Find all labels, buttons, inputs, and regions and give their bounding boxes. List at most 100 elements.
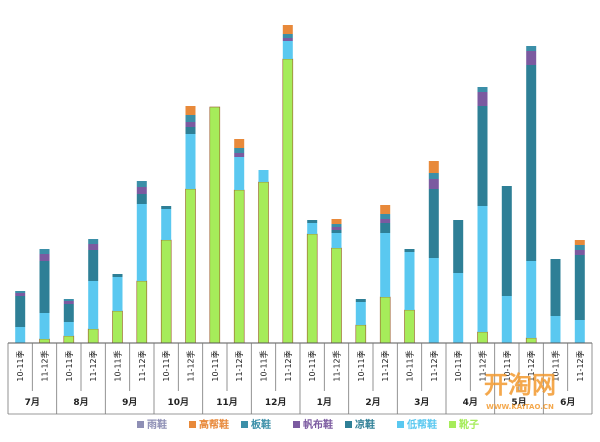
bar-segment bbox=[39, 254, 50, 261]
bar-segment bbox=[282, 34, 293, 38]
bar-segment bbox=[282, 41, 293, 59]
bar-segment bbox=[404, 249, 415, 252]
watermark: 开淘网 WWW.KAITAO.CN bbox=[484, 371, 556, 411]
legend-label: 板鞋 bbox=[251, 418, 271, 431]
bar-segment bbox=[428, 179, 439, 189]
bar-segment bbox=[185, 188, 196, 344]
month-label: 7月 bbox=[25, 397, 40, 408]
bar-segment bbox=[428, 161, 439, 173]
category-tick-label: 10-11季 bbox=[356, 350, 366, 381]
bar-segment bbox=[160, 239, 172, 344]
bar-segment bbox=[234, 139, 245, 148]
month-label: 10月 bbox=[168, 397, 190, 408]
month-label: 1月 bbox=[317, 397, 332, 408]
month-label: 12月 bbox=[265, 397, 287, 408]
bar-segment bbox=[161, 206, 172, 209]
bar-segment bbox=[501, 296, 512, 343]
bar-segment bbox=[477, 106, 488, 206]
category-tick-label: 11-12季 bbox=[234, 350, 244, 381]
bar-segment bbox=[136, 194, 147, 204]
legend-label: 雨鞋 bbox=[147, 418, 167, 431]
bar-segment bbox=[88, 244, 99, 250]
category-tick-label: 10-11季 bbox=[15, 350, 25, 381]
category-tick-label: 11-12季 bbox=[429, 350, 439, 381]
bar-segment bbox=[380, 205, 391, 214]
legend-swatch bbox=[241, 421, 248, 428]
legend: 雨鞋 高帮鞋 板鞋 帆布鞋 凉鞋 低帮鞋 靴子 bbox=[137, 418, 479, 431]
month-label: 2月 bbox=[365, 397, 380, 408]
legend-swatch bbox=[189, 421, 196, 428]
category-tick-label: 11-12季 bbox=[283, 350, 293, 381]
bar-segment bbox=[574, 250, 585, 255]
bar-segment bbox=[87, 328, 99, 344]
bar-segment bbox=[306, 233, 318, 344]
bar-segment bbox=[258, 170, 269, 182]
bar-segment bbox=[428, 258, 439, 343]
category-tick-label: 10-11季 bbox=[502, 350, 512, 381]
bar-segment bbox=[574, 255, 585, 320]
month-label: 8月 bbox=[73, 397, 88, 408]
bar-segment bbox=[526, 65, 537, 261]
bar-segment bbox=[477, 92, 488, 106]
legend-label: 靴子 bbox=[459, 418, 479, 431]
bar-segment bbox=[39, 261, 50, 313]
bar-segment bbox=[112, 277, 123, 311]
bar-segment bbox=[574, 320, 585, 343]
bar-segment bbox=[63, 301, 74, 304]
bar-segment bbox=[477, 87, 488, 92]
category-tick-label: 10-11季 bbox=[113, 350, 123, 381]
month-label: 9月 bbox=[122, 397, 137, 408]
category-tick-label: 11-12季 bbox=[186, 350, 196, 381]
bar-segment bbox=[331, 247, 342, 344]
bar-segment bbox=[428, 173, 439, 179]
category-tick-label: 11-12季 bbox=[575, 350, 585, 381]
bar-segment bbox=[88, 281, 99, 329]
bar-segment bbox=[63, 299, 74, 301]
x-axis: 10-11季 11-12季 10-11季 11-12季 10-11季 11-12季 10-1… bbox=[7, 342, 593, 415]
bar-segment bbox=[63, 304, 74, 322]
bar-segment bbox=[136, 181, 147, 187]
bar-segment bbox=[63, 335, 75, 344]
bar-segment bbox=[355, 324, 367, 344]
bar-segment bbox=[477, 331, 488, 344]
bar-segment bbox=[15, 327, 26, 343]
bar-segment bbox=[525, 337, 537, 344]
category-tick-label: 10-11季 bbox=[161, 350, 171, 381]
bar-segment bbox=[234, 148, 245, 153]
category-tick-label: 10-11季 bbox=[210, 350, 220, 381]
bar-segment bbox=[526, 46, 537, 51]
bar-segment bbox=[136, 187, 147, 194]
bar-segment bbox=[404, 309, 415, 344]
bar-segment bbox=[15, 291, 26, 293]
category-tick-label: 11-12季 bbox=[526, 350, 536, 381]
bar-segment bbox=[331, 233, 342, 248]
bar-segment bbox=[112, 310, 123, 344]
legend-swatch bbox=[449, 421, 456, 428]
bar-segment bbox=[550, 259, 561, 316]
bar-segment bbox=[63, 322, 74, 336]
bar-segment bbox=[282, 38, 293, 41]
bar-segment bbox=[234, 153, 245, 157]
bar-segment bbox=[15, 296, 26, 327]
category-tick-label: 11-12季 bbox=[478, 350, 488, 381]
category-tick-label: 11-12季 bbox=[332, 350, 342, 381]
bar-segment bbox=[380, 219, 391, 223]
bar-segment bbox=[526, 261, 537, 338]
bar-segment bbox=[355, 299, 366, 302]
bar-segment bbox=[379, 296, 391, 344]
bar-segment bbox=[234, 157, 245, 190]
category-tick-label: 10-11季 bbox=[551, 350, 561, 381]
bar-segment bbox=[209, 106, 221, 344]
category-tick-label: 11-12季 bbox=[40, 350, 50, 381]
bar-segment bbox=[453, 220, 464, 273]
bar-segment bbox=[233, 189, 245, 344]
bar-segment bbox=[185, 134, 196, 189]
bar-segment bbox=[39, 338, 50, 344]
month-label: 4月 bbox=[463, 397, 478, 408]
bar-segment bbox=[428, 189, 439, 258]
bar-segment bbox=[282, 58, 294, 344]
category-tick-label: 11-12季 bbox=[380, 350, 390, 381]
legend-swatch bbox=[397, 421, 404, 428]
category-tick-label: 10-11季 bbox=[453, 350, 463, 381]
